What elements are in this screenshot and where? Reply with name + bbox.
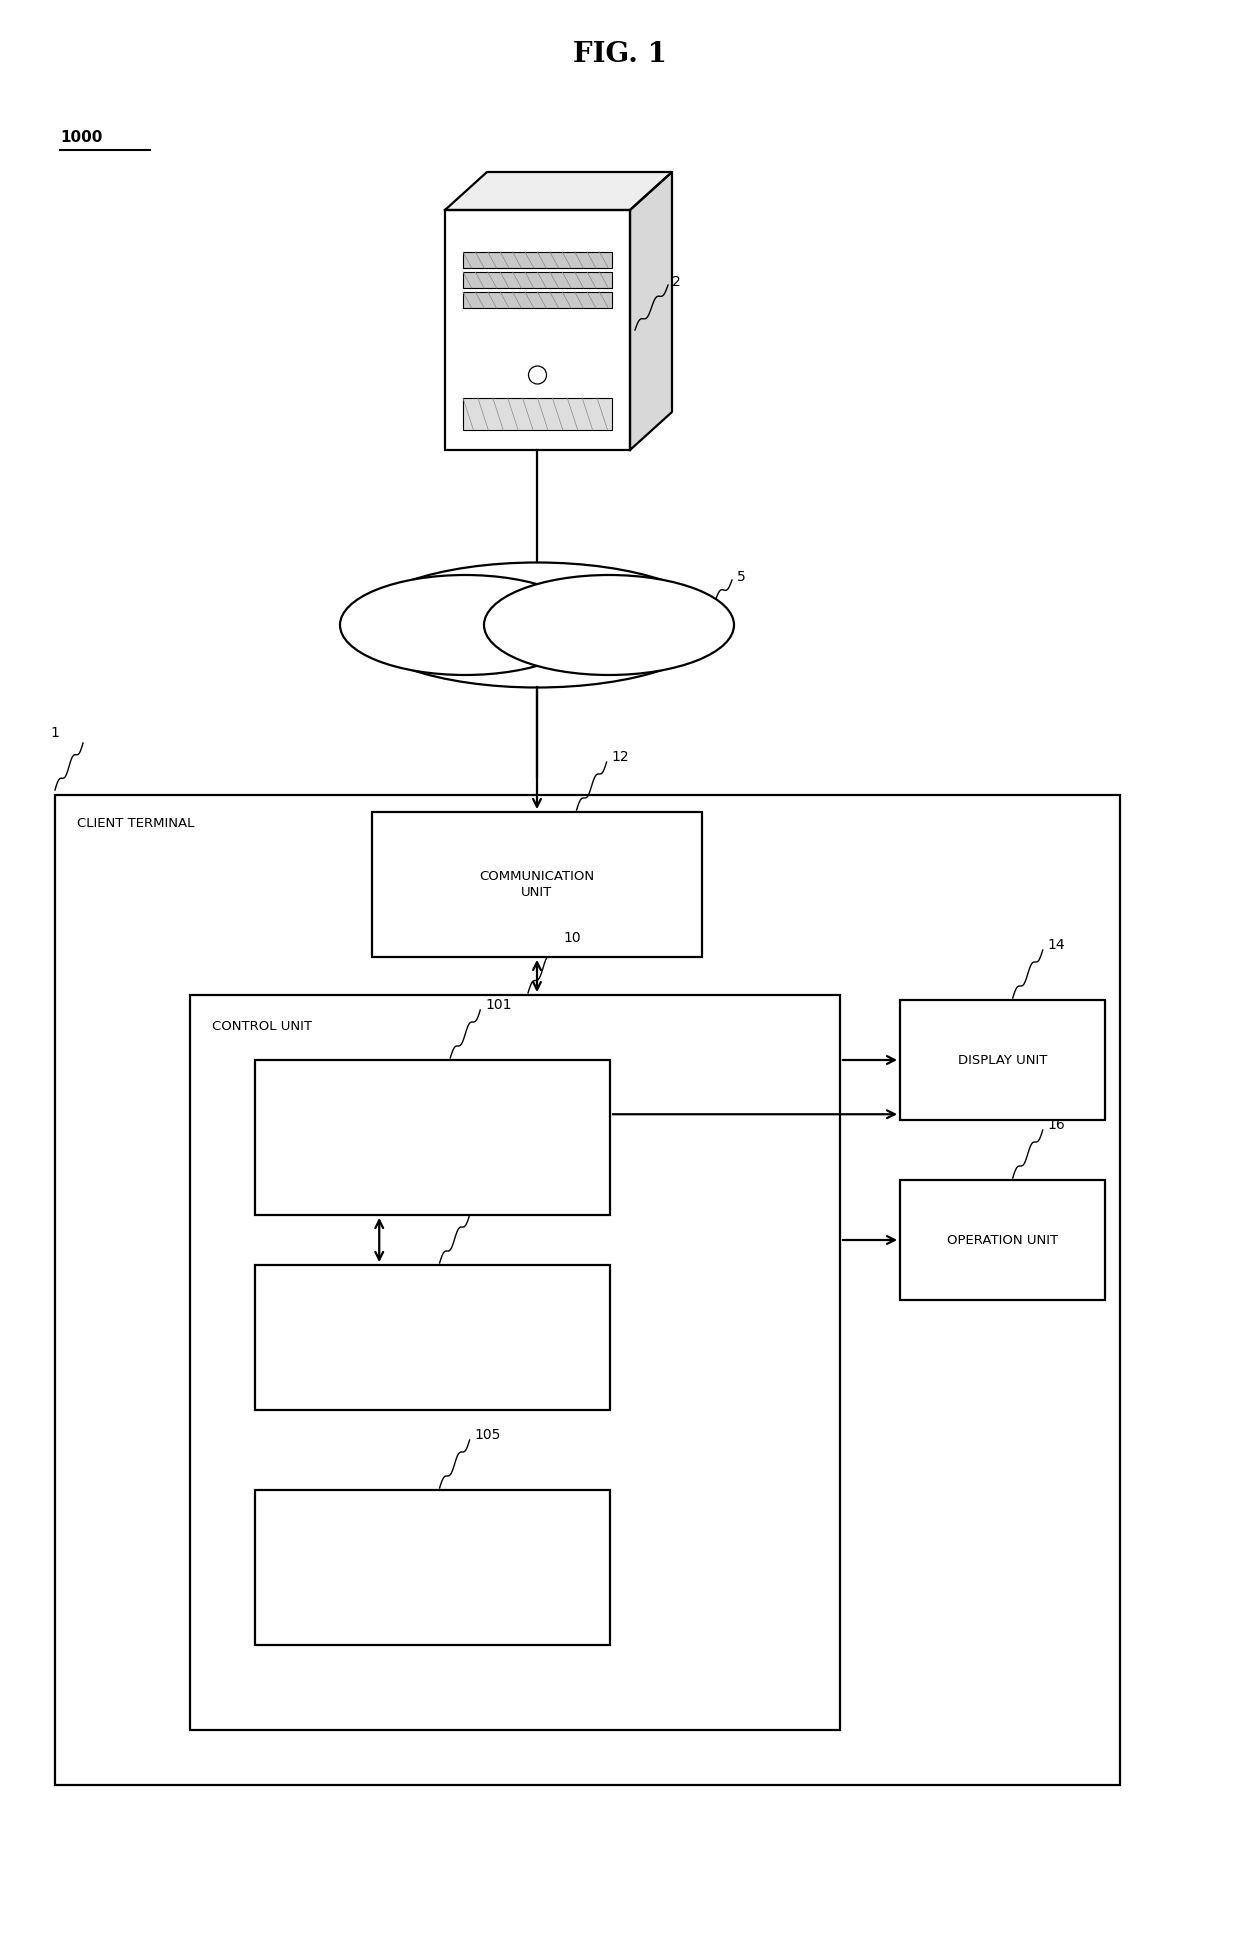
Text: DISPLAY CONTROL
UNIT: DISPLAY CONTROL UNIT: [371, 1324, 494, 1351]
Text: 1000: 1000: [60, 129, 103, 145]
Text: LABEL CONTROL
UNIT: LABEL CONTROL UNIT: [377, 1554, 487, 1582]
Text: 5: 5: [737, 571, 745, 585]
Bar: [190, 995, 839, 1730]
Text: COMMUNICATION
CONTROL UNIT: COMMUNICATION CONTROL UNIT: [374, 1124, 490, 1151]
Text: 103: 103: [475, 1202, 501, 1218]
Text: 12: 12: [611, 751, 629, 764]
Bar: [255, 1490, 610, 1644]
Ellipse shape: [340, 575, 590, 674]
Text: 14: 14: [1048, 938, 1065, 952]
Bar: [445, 209, 630, 450]
Text: 1: 1: [50, 725, 58, 741]
Bar: [55, 796, 1120, 1785]
Text: 101: 101: [485, 997, 512, 1013]
Text: 2: 2: [672, 276, 681, 289]
Text: 105: 105: [475, 1427, 501, 1443]
Polygon shape: [445, 172, 672, 209]
Text: COMMUNICATION
UNIT: COMMUNICATION UNIT: [480, 870, 594, 899]
Text: DISPLAY UNIT: DISPLAY UNIT: [957, 1054, 1048, 1067]
Polygon shape: [630, 172, 672, 450]
Bar: [255, 1060, 610, 1214]
Text: OPERATION UNIT: OPERATION UNIT: [947, 1234, 1058, 1247]
Bar: [463, 399, 613, 430]
Text: 10: 10: [563, 931, 580, 944]
Bar: [900, 1001, 1105, 1120]
Bar: [900, 1181, 1105, 1300]
Text: 16: 16: [1048, 1118, 1065, 1132]
Ellipse shape: [357, 563, 717, 688]
Bar: [463, 252, 613, 268]
Text: FIG. 1: FIG. 1: [573, 41, 667, 68]
Text: CONTROL UNIT: CONTROL UNIT: [212, 1021, 312, 1032]
Bar: [463, 291, 613, 309]
Bar: [372, 811, 702, 958]
Bar: [255, 1265, 610, 1410]
Bar: [463, 272, 613, 287]
Ellipse shape: [484, 575, 734, 674]
Text: CLIENT TERMINAL: CLIENT TERMINAL: [77, 817, 195, 831]
